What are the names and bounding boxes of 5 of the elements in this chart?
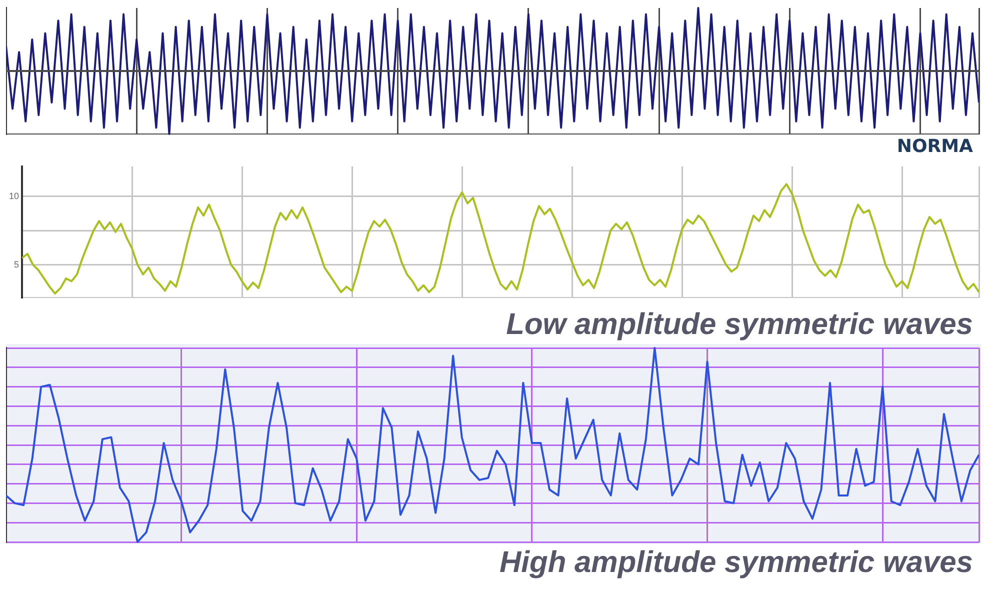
text: NORMA (6, 136, 981, 158)
text: Low amplitude symmetric waves (6, 306, 981, 344)
text: High amplitude symmetric waves (6, 544, 981, 582)
y-tick-label: 10 (8, 190, 20, 201)
y-tick-label: 5 (14, 259, 20, 270)
